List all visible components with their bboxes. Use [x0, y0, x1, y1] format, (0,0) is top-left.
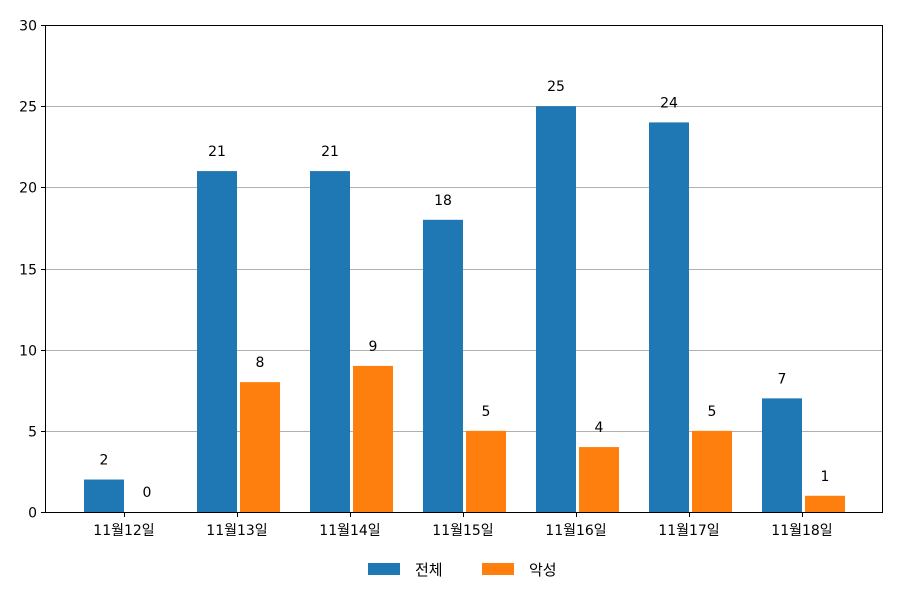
y-tick-label: 20	[19, 181, 37, 197]
data-label: 25	[547, 79, 565, 95]
data-label: 4	[595, 420, 604, 436]
x-tick-label: 11월14일	[319, 523, 380, 539]
data-label: 21	[208, 144, 226, 160]
bar-total	[310, 171, 350, 512]
y-tick-label: 15	[19, 263, 37, 279]
x-axis: 11월12일 11월13일 11월14일 11월15일 11월16일 11월17일 11월1…	[93, 512, 833, 539]
bar-total	[423, 219, 463, 513]
bar-malicious	[353, 365, 393, 512]
data-label: 21	[321, 144, 339, 160]
legend-label: 전체	[415, 561, 443, 579]
data-label: 2	[100, 453, 109, 469]
data-label: 9	[369, 339, 378, 355]
data-label: 24	[660, 95, 678, 111]
bar-malicious	[466, 430, 506, 512]
y-tick-label: 30	[19, 19, 37, 35]
data-label: 5	[708, 404, 717, 420]
y-tick-label: 10	[19, 344, 37, 360]
y-tick-label: 0	[28, 506, 37, 522]
legend-label: 악성	[529, 561, 557, 579]
x-tick-label: 11월15일	[432, 523, 493, 539]
bar-total	[84, 479, 124, 512]
data-labels: 2 0 21 8 21 9 18 5 25 4 24 5 7 1	[100, 79, 830, 501]
data-label: 0	[143, 485, 152, 501]
bar-malicious	[692, 430, 732, 512]
legend: 전체 악성	[368, 561, 557, 579]
bar-total	[762, 398, 802, 512]
data-label: 18	[434, 193, 452, 209]
bar-malicious	[805, 495, 845, 512]
y-tick-label: 5	[28, 425, 37, 441]
x-tick-label: 11월16일	[545, 523, 606, 539]
grid-lines	[46, 106, 882, 432]
data-label: 7	[778, 371, 787, 387]
x-tick-label: 11월12일	[93, 523, 154, 539]
data-label: 5	[482, 404, 491, 420]
bar-malicious	[579, 447, 619, 512]
legend-swatch	[368, 563, 400, 575]
bar-malicious	[240, 382, 280, 512]
y-axis: 0 5 10 15 20 25 30	[19, 19, 46, 522]
legend-swatch	[482, 563, 514, 575]
bar-total	[649, 122, 689, 513]
data-label: 1	[821, 469, 830, 485]
bar-total	[536, 106, 576, 513]
data-label: 8	[256, 355, 265, 371]
y-tick-label: 25	[19, 100, 37, 116]
x-tick-label: 11월18일	[771, 523, 832, 539]
bars	[84, 106, 845, 513]
bar-total	[197, 171, 237, 512]
x-tick-label: 11월13일	[206, 523, 267, 539]
x-tick-label: 11월17일	[658, 523, 719, 539]
